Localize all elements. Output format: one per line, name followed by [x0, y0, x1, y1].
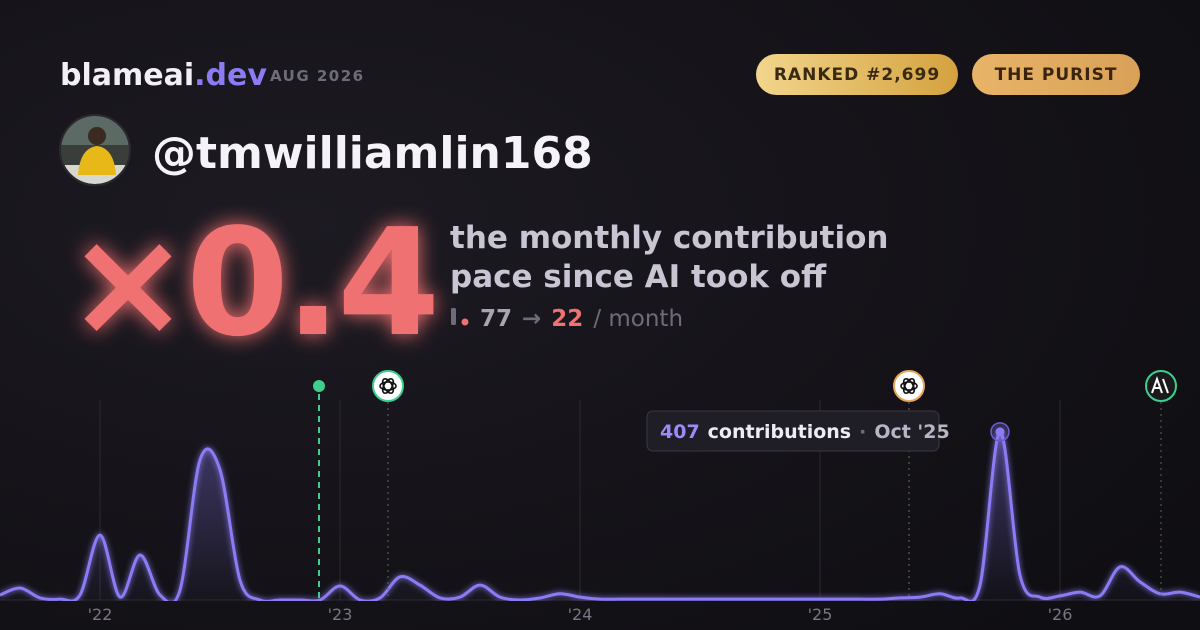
- badge: [972, 54, 1140, 95]
- username: @tmwilliamlin168: [152, 128, 593, 179]
- tooltip-value: 407: [660, 421, 700, 443]
- badge-text: RANKED #2,699: [774, 65, 940, 85]
- x-tick-label: '26: [1048, 605, 1073, 624]
- x-tick-label: '24: [568, 605, 593, 624]
- x-tick-label: '23: [328, 605, 353, 624]
- multiplier: ×0.4: [66, 197, 436, 369]
- x-tick-label: '25: [808, 605, 833, 624]
- highlight-point: [995, 427, 1005, 437]
- x-tick-label: '22: [88, 605, 113, 624]
- tooltip: 407 contributions · Oct '25: [646, 410, 950, 452]
- brand: blameai.dev: [60, 58, 267, 93]
- pace-icon: [461, 318, 469, 326]
- tooltip-box: [646, 410, 940, 452]
- openai-icon: [893, 370, 925, 402]
- badge-text: THE PURIST: [995, 65, 1118, 85]
- anthropic-icon: [1145, 370, 1177, 402]
- event-markers: [313, 370, 1177, 600]
- brand-suffix: .dev: [194, 58, 267, 93]
- date: AUG 2026: [270, 67, 365, 85]
- tooltip-separator: ·: [859, 421, 866, 443]
- event-dot: [313, 380, 325, 392]
- pace-arrow: →: [522, 306, 541, 332]
- pace-before: 77: [480, 306, 512, 332]
- pace: 77 → 22 / month: [480, 306, 683, 332]
- brand-name: blameai: [60, 58, 194, 93]
- badge: [756, 54, 958, 95]
- pace-unit: / month: [593, 306, 683, 332]
- tooltip-label: contributions: [708, 421, 851, 443]
- tooltip-text: 407 contributions · Oct '25: [660, 421, 950, 443]
- openai-icon: [372, 370, 404, 402]
- chart: '22 '23 '24 '25 '26: [0, 400, 1200, 624]
- pace-icon: [451, 308, 456, 325]
- pace-after: 22: [551, 306, 583, 332]
- tooltip-date: Oct '25: [874, 421, 949, 443]
- description: pace since AI took off: [450, 259, 827, 295]
- description: the monthly contribution: [450, 220, 888, 256]
